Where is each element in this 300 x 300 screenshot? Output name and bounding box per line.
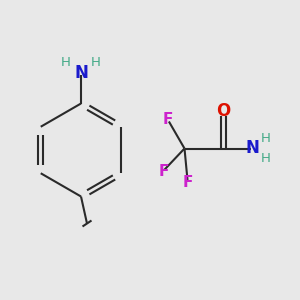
- Text: H: H: [61, 56, 71, 69]
- Text: O: O: [216, 102, 231, 120]
- Text: H: H: [261, 131, 271, 145]
- Text: F: F: [162, 112, 172, 128]
- Text: N: N: [246, 139, 260, 157]
- Text: F: F: [182, 175, 193, 190]
- Text: N: N: [74, 64, 88, 82]
- Text: H: H: [91, 56, 101, 69]
- Text: F: F: [159, 164, 169, 179]
- Text: H: H: [261, 152, 271, 166]
